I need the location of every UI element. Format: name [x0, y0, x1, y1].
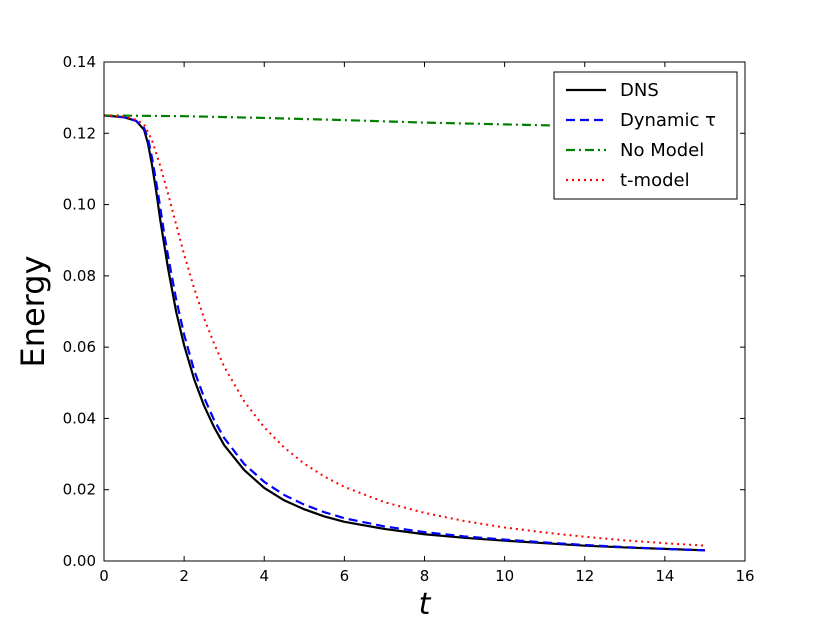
y-tick-label: 0.00 [63, 552, 96, 570]
legend: DNS Dynamic τ No Model t-model [553, 71, 738, 200]
series-line-3 [103, 114, 706, 547]
legend-label-1: Dynamic τ [620, 110, 716, 131]
y-axis: 0.00 0.02 0.04 0.06 0.08 0.10 0.12 0.14 [63, 53, 745, 570]
y-tick-label: 0.04 [63, 409, 96, 427]
x-tick-label: 14 [655, 567, 674, 585]
legend-label-3: t-model [620, 170, 690, 191]
y-axis-label: Energy [14, 255, 52, 367]
y-tick-label: 0.06 [63, 338, 96, 356]
y-tick-label: 0.08 [63, 267, 96, 285]
x-tick-label: 6 [340, 567, 350, 585]
x-tick-label: 10 [495, 567, 514, 585]
x-axis: 0 2 4 6 8 10 12 14 16 [99, 62, 755, 585]
x-tick-label: 2 [179, 567, 189, 585]
x-tick-label: 8 [420, 567, 430, 585]
y-tick-label: 0.14 [63, 53, 96, 71]
x-tick-label: 16 [735, 567, 754, 585]
x-tick-label: 12 [575, 567, 594, 585]
legend-label-0: DNS [620, 80, 659, 101]
x-tick-label: 0 [99, 567, 109, 585]
series-line-1 [103, 114, 705, 552]
y-tick-label: 0.02 [63, 481, 96, 499]
legend-box [553, 71, 738, 200]
x-axis-label: t [419, 587, 432, 622]
y-tick-label: 0.10 [63, 196, 96, 214]
legend-label-2: No Model [620, 140, 704, 161]
x-tick-label: 4 [259, 567, 269, 585]
y-tick-label: 0.12 [63, 124, 96, 142]
